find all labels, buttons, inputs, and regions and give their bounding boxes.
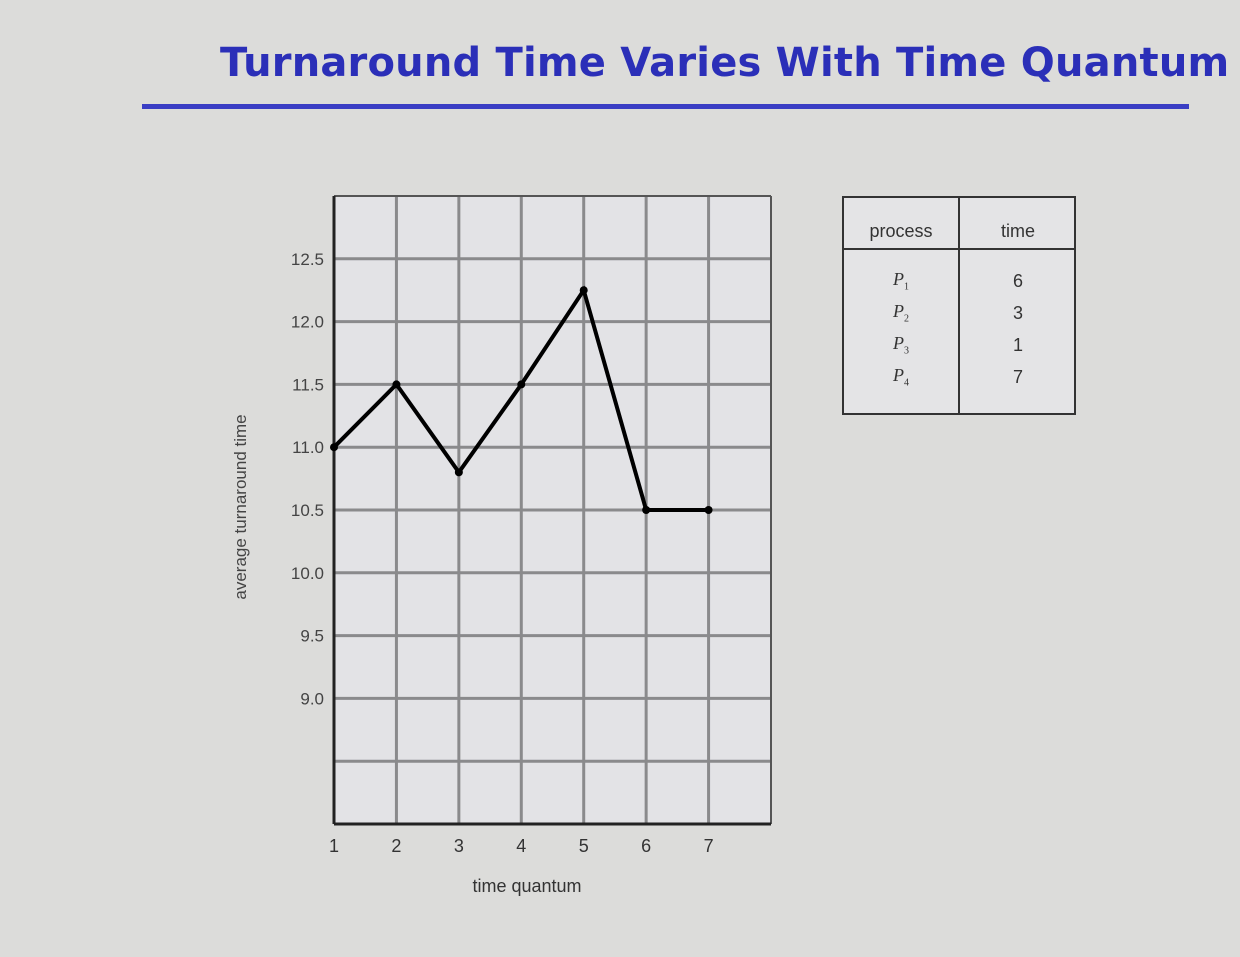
chart-tick-labels: 1 2 3 4 5 6 7 12.5 12.0 11.5 11.0 10.5 10.0 9.5 9.0 <box>291 250 714 856</box>
data-point <box>642 506 651 514</box>
y-tick-label: 11.0 <box>292 438 324 457</box>
table-header-divider <box>844 248 1074 250</box>
y-tick-label: 10.0 <box>291 564 324 583</box>
x-tick-label: 6 <box>641 836 651 856</box>
table-row-process: P2 <box>893 301 909 325</box>
table-row-process: P1 <box>893 269 909 293</box>
y-tick-label: 12.0 <box>291 313 324 332</box>
y-tick-label: 9.5 <box>300 627 324 646</box>
table-row-time: 6 <box>1012 271 1023 291</box>
x-tick-label: 7 <box>704 836 714 856</box>
title-underline <box>142 104 1189 109</box>
y-axis-label: average turnaround time <box>231 414 250 599</box>
table-row-process: P4 <box>893 365 909 389</box>
table-header-process: process <box>869 221 933 241</box>
slide-title: Turnaround Time Varies With Time Quantum <box>220 40 1230 86</box>
x-tick-label: 4 <box>516 836 526 856</box>
x-tick-label: 3 <box>454 836 464 856</box>
x-tick-label: 1 <box>329 836 339 856</box>
x-axis-label: time quantum <box>472 876 581 896</box>
table-row-process: P3 <box>893 333 909 357</box>
x-tick-label: 5 <box>579 836 589 856</box>
table-column-divider <box>958 198 960 413</box>
data-point <box>392 380 401 389</box>
data-point <box>579 286 588 295</box>
chart-axes <box>332 195 772 826</box>
table-header-time: time <box>1000 221 1035 241</box>
data-point <box>454 468 463 477</box>
y-tick-label: 9.0 <box>300 689 324 708</box>
y-tick-label: 10.5 <box>291 501 324 520</box>
table-row-time: 1 <box>1012 335 1023 355</box>
y-tick-label: 11.5 <box>292 375 324 394</box>
data-point <box>517 380 526 389</box>
chart-series <box>330 285 713 514</box>
data-point <box>704 506 713 514</box>
x-tick-label: 2 <box>391 836 401 856</box>
data-point <box>330 443 338 452</box>
table-row-time: 3 <box>1012 303 1023 323</box>
y-tick-label: 12.5 <box>291 250 324 269</box>
table-row-time: 7 <box>1012 367 1023 387</box>
chart-grid <box>334 196 771 824</box>
process-burst-table: process time P1 6 P2 3 P3 1 P4 7 <box>842 196 1076 415</box>
